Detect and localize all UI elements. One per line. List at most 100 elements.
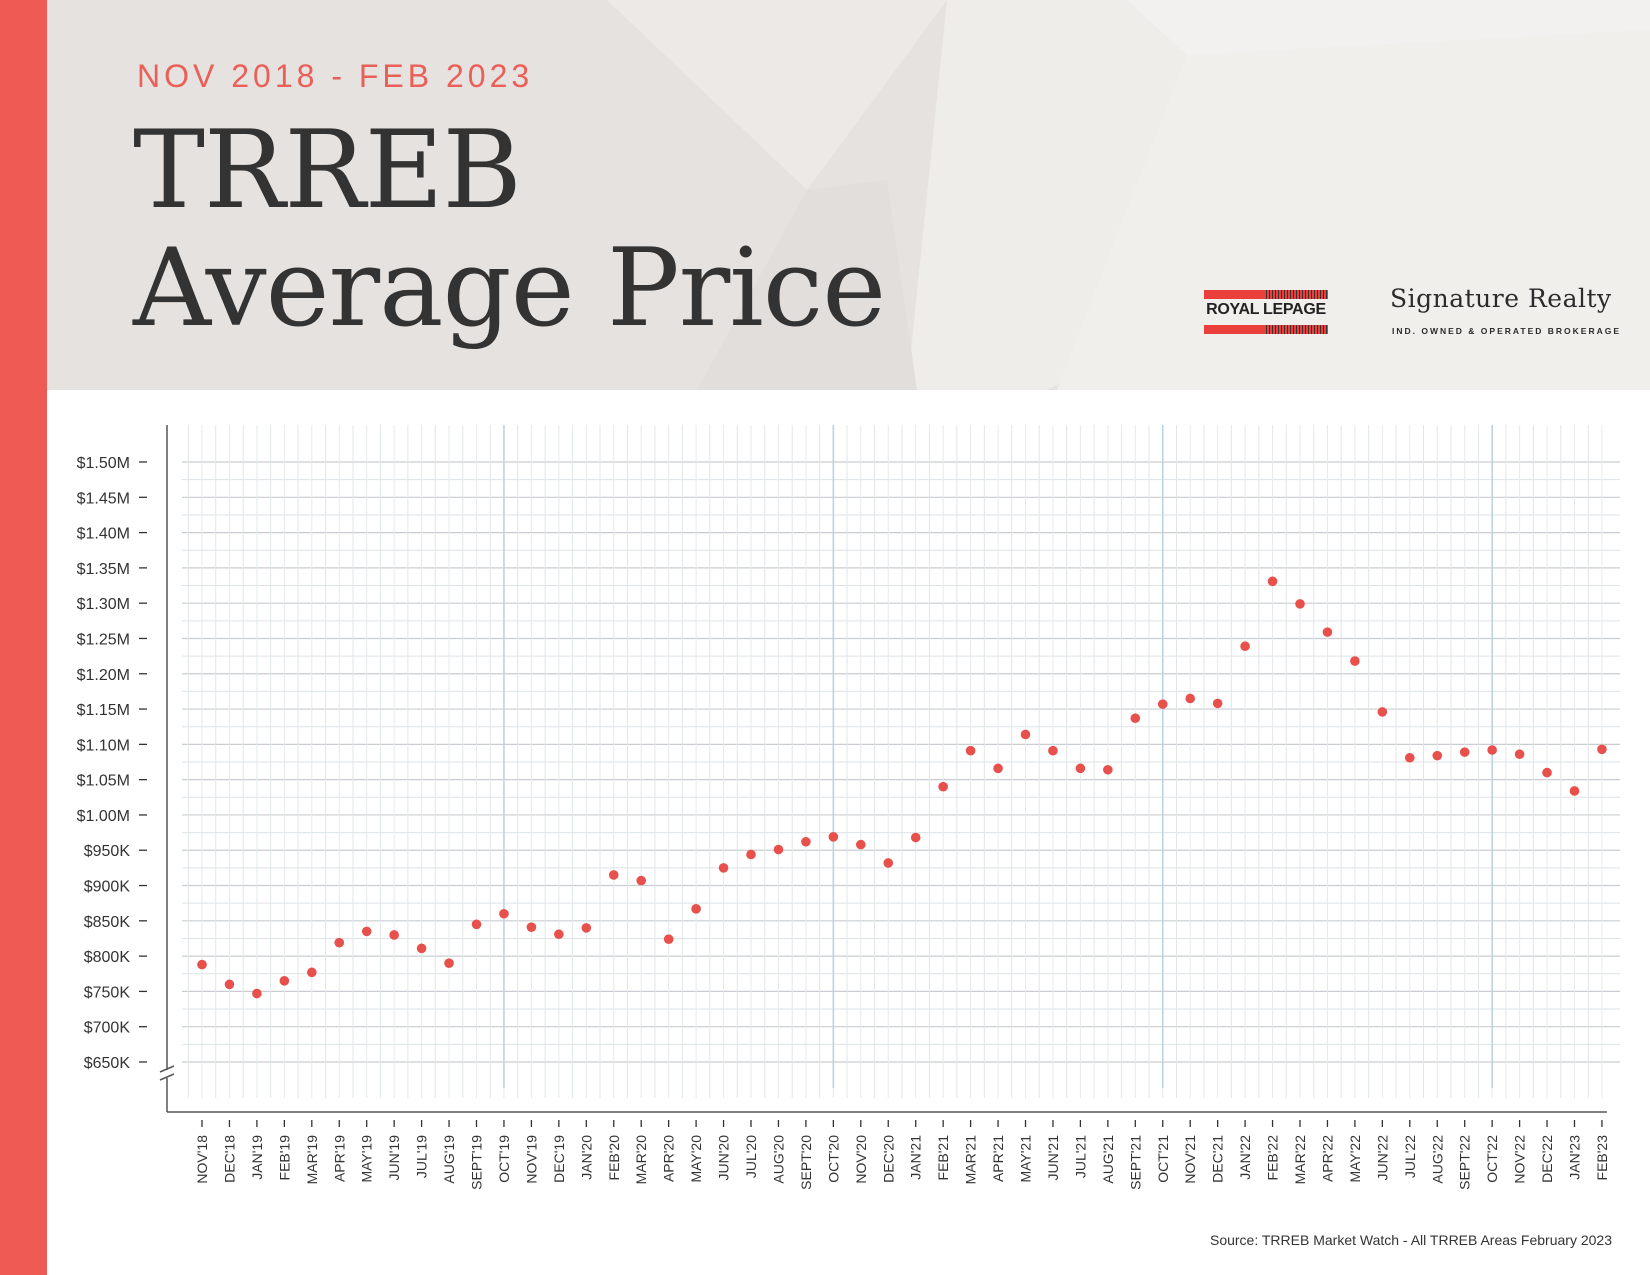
y-tick-label: $650K bbox=[84, 1055, 131, 1072]
x-tick-label: AUG'22 bbox=[1429, 1135, 1445, 1184]
y-tick-label: $1.20M bbox=[77, 667, 130, 684]
x-tick-label: JAN'23 bbox=[1567, 1135, 1583, 1180]
x-tick-label: JUN'19 bbox=[386, 1135, 402, 1181]
x-tick-label: JUN'21 bbox=[1045, 1135, 1061, 1181]
y-tick-label: $1.25M bbox=[77, 631, 130, 648]
x-tick-label: OCT'19 bbox=[496, 1135, 512, 1183]
data-point bbox=[1405, 752, 1415, 763]
y-tick-label: $1.05M bbox=[77, 773, 130, 790]
x-tick-label: FEB'20 bbox=[606, 1135, 622, 1181]
data-point bbox=[746, 849, 756, 860]
data-point bbox=[1377, 707, 1388, 717]
data-point bbox=[938, 781, 948, 792]
x-tick-label: MAY'22 bbox=[1347, 1135, 1363, 1183]
data-point bbox=[801, 836, 811, 847]
data-point bbox=[1432, 750, 1443, 761]
page-title: TRREB Average Price bbox=[133, 108, 886, 348]
x-tick-label: APR'21 bbox=[990, 1135, 1006, 1182]
x-tick-label: JAN'20 bbox=[578, 1135, 594, 1180]
source-note: Source: TRREB Market Watch - All TRREB A… bbox=[1209, 1232, 1612, 1248]
data-point bbox=[1487, 745, 1497, 755]
data-point bbox=[663, 934, 674, 944]
data-point bbox=[499, 908, 509, 919]
data-point bbox=[636, 875, 646, 886]
x-tick-label: AUG'19 bbox=[441, 1135, 457, 1184]
data-point bbox=[1542, 767, 1552, 778]
header-banner: NOV 2018 - FEB 2023 TRREB Average Price … bbox=[47, 0, 1650, 390]
average-price-chart: $1.50M $1.45M $1.40M $1.35M $1.30M $1.25M $1.2… bbox=[77, 425, 1620, 1190]
data-point bbox=[389, 930, 399, 940]
y-tick-label: $1.50M bbox=[77, 455, 130, 472]
axis-break-mark bbox=[159, 1065, 175, 1073]
x-tick-label: MAY'21 bbox=[1018, 1135, 1034, 1183]
x-tick-label: FEB'22 bbox=[1265, 1135, 1281, 1181]
data-point bbox=[1295, 599, 1305, 609]
x-tick-label: NOV'20 bbox=[853, 1135, 869, 1184]
data-point bbox=[608, 870, 619, 880]
x-tick-label: JAN'21 bbox=[908, 1135, 924, 1180]
data-point bbox=[965, 745, 976, 756]
data-point bbox=[1514, 749, 1525, 760]
y-tick-label: $1.00M bbox=[77, 808, 130, 825]
data-point bbox=[1322, 627, 1333, 637]
x-tick-label: JUL'20 bbox=[743, 1135, 759, 1178]
data-point bbox=[1597, 744, 1607, 755]
data-point bbox=[1020, 729, 1031, 740]
x-tick-label: DEC'20 bbox=[880, 1135, 896, 1183]
y-tick-label: $850K bbox=[84, 914, 131, 931]
data-point bbox=[1459, 747, 1470, 757]
header-background-shapes bbox=[47, 0, 1650, 390]
brokerage-logo: ROYAL LEPAGE Signature Realty IND. OWNED… bbox=[1204, 284, 1619, 340]
x-tick-label: NOV'21 bbox=[1182, 1135, 1198, 1184]
data-point bbox=[773, 844, 784, 855]
data-point bbox=[1075, 763, 1086, 774]
y-tick-label: $750K bbox=[84, 984, 131, 1001]
x-tick-label: AUG'21 bbox=[1100, 1135, 1116, 1184]
y-tick-label: $800K bbox=[84, 949, 131, 966]
x-tick-label: FEB'21 bbox=[935, 1135, 951, 1181]
data-point bbox=[526, 922, 537, 932]
x-tick-label: MAY'19 bbox=[359, 1135, 375, 1183]
y-tick-label: $900K bbox=[84, 879, 131, 896]
x-tick-label: SEPT'22 bbox=[1457, 1135, 1473, 1190]
x-tick-label: AUG'20 bbox=[770, 1135, 786, 1184]
data-point bbox=[197, 959, 207, 970]
x-tick-label: JUN'20 bbox=[716, 1135, 732, 1181]
y-tick-label: $1.30M bbox=[77, 596, 130, 613]
title-line-1: TRREB bbox=[133, 108, 522, 233]
y-tick-label: $1.15M bbox=[77, 702, 130, 719]
data-point bbox=[993, 763, 1003, 774]
y-tick-label: $1.40M bbox=[77, 526, 130, 543]
x-tick-label: FEB'19 bbox=[276, 1135, 292, 1181]
data-point bbox=[224, 979, 235, 990]
x-tick-label: OCT'22 bbox=[1484, 1135, 1500, 1183]
x-tick-label: SEPT'21 bbox=[1127, 1135, 1143, 1190]
data-point bbox=[1569, 786, 1580, 796]
data-point bbox=[691, 904, 701, 914]
data-point bbox=[361, 926, 372, 937]
data-point bbox=[471, 919, 482, 930]
x-tick-label: JUL'21 bbox=[1072, 1135, 1088, 1178]
data-point bbox=[581, 923, 592, 933]
y-tick-label: $1.35M bbox=[77, 561, 130, 578]
x-tick-label: DEC'21 bbox=[1210, 1135, 1226, 1183]
x-tick-label: JUL'22 bbox=[1402, 1135, 1418, 1178]
x-tick-label: APR'22 bbox=[1319, 1135, 1335, 1182]
data-point bbox=[883, 858, 894, 868]
x-tick-label: JAN'19 bbox=[249, 1135, 265, 1180]
brokerage-tagline: IND. OWNED & OPERATED BROKERAGE bbox=[1392, 326, 1622, 336]
x-tick-label: NOV'19 bbox=[523, 1135, 539, 1184]
data-point bbox=[1267, 576, 1278, 587]
x-tick-label: OCT'20 bbox=[825, 1135, 841, 1183]
royal-lepage-mark: ROYAL LEPAGE bbox=[1204, 290, 1328, 334]
data-point bbox=[856, 839, 866, 850]
data-point bbox=[1350, 656, 1360, 666]
x-tick-label: JAN'22 bbox=[1237, 1135, 1253, 1180]
x-tick-label: APR'19 bbox=[331, 1135, 347, 1182]
x-tick-label: NOV'22 bbox=[1512, 1135, 1528, 1184]
y-tick-label: $1.45M bbox=[77, 490, 130, 507]
y-tick-label: $950K bbox=[84, 843, 131, 860]
data-point bbox=[1103, 764, 1113, 775]
data-point bbox=[416, 943, 427, 954]
x-tick-label: SEPT'20 bbox=[798, 1135, 814, 1190]
